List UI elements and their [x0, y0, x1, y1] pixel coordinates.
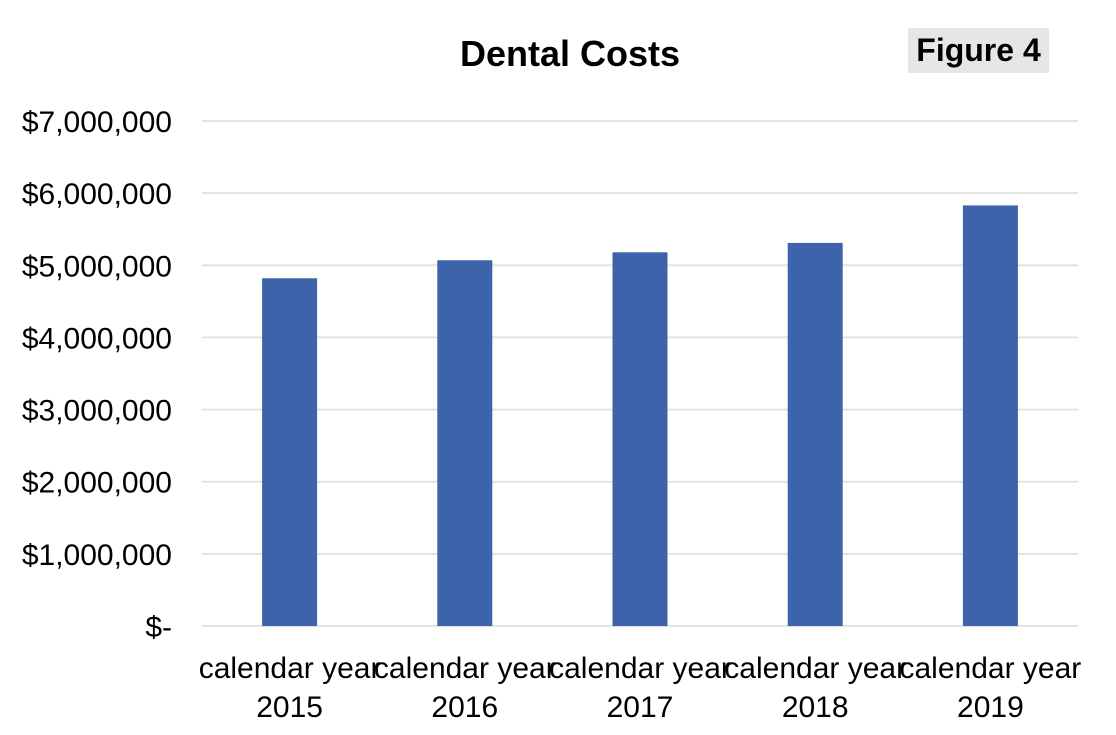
x-tick-label: 2019: [957, 691, 1024, 724]
bar: [437, 260, 493, 626]
y-tick-label: $1,000,000: [22, 539, 172, 572]
x-tick-label: 2015: [256, 691, 323, 724]
bar: [612, 252, 668, 627]
x-axis-ticks: calendar year 2015 calendar year 2016 calend…: [199, 652, 1082, 724]
x-tick-label: 2016: [431, 691, 498, 724]
y-axis-ticks: $- $1,000,000 $2,000,000 $3,000,000 $4,000,0…: [22, 106, 172, 644]
bar: [262, 278, 318, 626]
x-tick-label: calendar year: [724, 652, 906, 685]
y-tick-label: $-: [145, 611, 172, 644]
bars: [262, 205, 1018, 627]
y-tick-label: $7,000,000: [22, 106, 172, 139]
x-tick-label: 2017: [607, 691, 674, 724]
x-tick-label: calendar year: [374, 652, 556, 685]
y-tick-label: $5,000,000: [22, 250, 172, 283]
x-tick-label: calendar year: [900, 652, 1082, 685]
x-tick-label: 2018: [782, 691, 849, 724]
figure-label: Figure 4: [908, 28, 1049, 73]
x-tick-label: calendar year: [549, 652, 731, 685]
y-tick-label: $4,000,000: [22, 322, 172, 355]
y-tick-label: $6,000,000: [22, 178, 172, 211]
figure-label-background: [908, 28, 1049, 73]
chart-title: Dental Costs: [460, 33, 680, 74]
bar: [962, 205, 1018, 626]
figure-label-text: Figure 4: [916, 32, 1041, 68]
bar: [787, 242, 843, 626]
x-tick-label: calendar year: [199, 652, 381, 685]
y-tick-label: $2,000,000: [22, 467, 172, 500]
y-tick-label: $3,000,000: [22, 395, 172, 428]
